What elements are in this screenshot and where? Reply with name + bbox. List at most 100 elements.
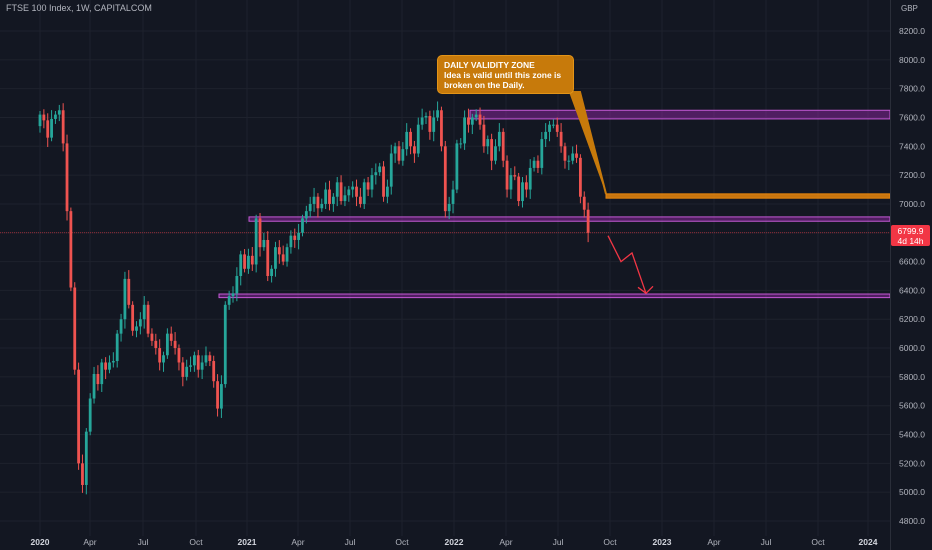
candle-body [193,355,196,365]
candle-body [425,116,428,117]
candle-body [293,236,296,240]
candle-body [552,125,555,126]
projection-arrowhead [638,286,653,293]
candle-body [274,247,277,269]
candle-body [347,190,350,196]
candle-body [517,177,520,202]
candle-body [290,236,293,248]
candle-body [104,362,107,369]
candle-body [205,355,208,362]
price-tick-label: 5200.0 [899,458,925,468]
candle-body [262,240,265,247]
projection-path [608,236,646,294]
callout-pointer [569,92,606,194]
candle-body [510,175,513,189]
candle-body [297,233,300,240]
candle-body [564,146,567,160]
candle-body [405,132,408,149]
candle-body [567,161,570,162]
support-zone[interactable] [249,217,890,221]
price-axis[interactable]: 8200.0 8000.0 7800.0 7600.0 7400.0 7200.0 7000… [899,26,925,526]
candle-body [436,110,439,117]
candle-body [371,175,374,189]
candle-body [77,370,80,464]
time-tick-label: 2024 [859,537,878,547]
candle-body [181,362,184,376]
candle-body [309,204,312,211]
candle-body [355,187,358,197]
candle-body [174,341,177,348]
candle-body [100,362,103,384]
candle-body [135,326,138,330]
time-tick-label: 2023 [653,537,672,547]
price-tick-label: 7000.0 [899,199,925,209]
candle-body [448,204,451,211]
projection-arrow [608,236,653,294]
candle-body [459,143,462,144]
candle-body [124,279,127,319]
candle-body [432,117,435,131]
candle-body [498,132,501,146]
candle-body [583,197,586,210]
candle-body [513,175,516,176]
price-tick-label: 7800.0 [899,84,925,94]
time-axis[interactable]: 2020 Apr Jul Oct 2021 Apr Jul Oct 2022 Apr Jul Oct 2… [31,537,878,547]
candle-body [529,168,532,190]
candle-body [243,254,246,268]
candle-body [127,279,130,305]
candle-body [413,146,416,153]
time-tick-label: 2022 [445,537,464,547]
candle-body [220,384,223,409]
candle-body [367,182,370,189]
candle-body [421,117,424,124]
candle-body [320,204,323,208]
callout-title: DAILY VALIDITY ZONE [444,60,567,70]
candle-body [455,143,458,189]
candle-body [483,125,486,147]
lower-support-zone[interactable] [219,294,890,298]
candle-body [282,254,285,261]
candle-body [151,334,154,341]
candle-body [544,132,547,139]
candle-body [154,341,157,348]
candle-body [54,115,57,119]
candle-body [62,110,65,143]
candle-body [467,117,470,124]
time-tick-label: 2021 [238,537,257,547]
candle-body [50,119,53,138]
price-tick-label: 5000.0 [899,487,925,497]
candle-body [386,187,389,197]
candle-body [235,276,238,293]
candle-body [328,190,331,204]
candle-body [324,190,327,204]
candle-body [139,319,142,326]
candle-body [579,158,582,197]
callout-body: Idea is valid until this zone is broken … [444,70,567,90]
candle-body [224,305,227,384]
candle-body [162,355,165,362]
candle-body [490,139,493,161]
price-tick-label: 6200.0 [899,314,925,324]
price-tick-label: 8200.0 [899,26,925,36]
last-price-countdown: 4d 14h [891,236,930,246]
candle-body [120,319,123,333]
candle-body [336,182,339,196]
candle-body [479,115,482,125]
candle-body [548,125,551,132]
time-tick-label: Oct [395,537,409,547]
price-tick-label: 7200.0 [899,170,925,180]
price-tick-label: 6400.0 [899,285,925,295]
candle-body [506,161,509,190]
time-tick-label: Oct [189,537,203,547]
candle-body [313,197,316,204]
daily-validity-callout[interactable]: DAILY VALIDITY ZONE Idea is valid until … [437,55,574,94]
candle-body [452,190,455,204]
price-tick-label: 7400.0 [899,141,925,151]
candle-body [189,365,192,366]
candle-body [494,146,497,160]
daily-validity-zone[interactable] [606,194,890,198]
candle-body [212,361,215,381]
resistance-zone[interactable] [470,110,890,119]
last-price-badge: 6799.9 4d 14h [891,225,930,246]
price-tick-label: 6000.0 [899,343,925,353]
